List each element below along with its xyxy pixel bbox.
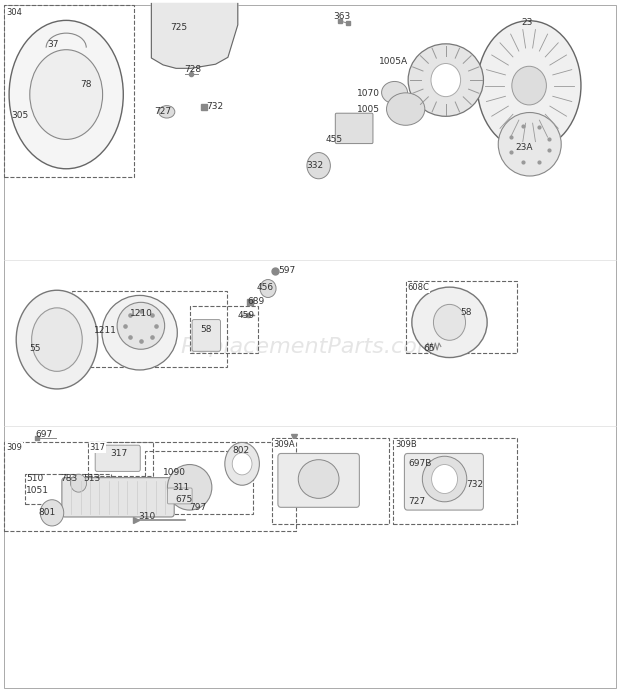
Circle shape xyxy=(431,64,461,96)
Text: 728: 728 xyxy=(184,64,202,73)
Bar xyxy=(405,281,516,353)
Ellipse shape xyxy=(30,50,103,139)
FancyBboxPatch shape xyxy=(62,477,174,517)
Bar xyxy=(88,441,153,476)
Text: 23: 23 xyxy=(521,17,533,26)
Text: 309: 309 xyxy=(6,443,22,452)
Text: 783: 783 xyxy=(61,474,78,483)
Text: 1005A: 1005A xyxy=(379,57,408,66)
Text: 1090: 1090 xyxy=(162,468,185,477)
Ellipse shape xyxy=(225,442,259,485)
Text: 1005: 1005 xyxy=(357,105,380,114)
Ellipse shape xyxy=(117,302,165,349)
Ellipse shape xyxy=(102,295,177,370)
Ellipse shape xyxy=(381,82,407,103)
Circle shape xyxy=(307,152,330,179)
Text: 305: 305 xyxy=(11,111,29,120)
Ellipse shape xyxy=(412,287,487,358)
Bar xyxy=(190,306,257,353)
Text: 801: 801 xyxy=(38,509,56,518)
Ellipse shape xyxy=(498,112,561,176)
Text: 65: 65 xyxy=(423,344,435,353)
Ellipse shape xyxy=(477,21,581,150)
Text: 456: 456 xyxy=(256,283,273,292)
Circle shape xyxy=(432,464,458,493)
Ellipse shape xyxy=(167,464,212,510)
Circle shape xyxy=(40,500,64,526)
FancyBboxPatch shape xyxy=(404,453,484,510)
Text: 1211: 1211 xyxy=(94,326,117,335)
Text: 725: 725 xyxy=(170,23,188,32)
Text: 455: 455 xyxy=(326,135,343,144)
Circle shape xyxy=(260,279,276,297)
Text: 675: 675 xyxy=(175,495,193,505)
Bar xyxy=(25,474,111,504)
Text: 78: 78 xyxy=(81,80,92,89)
Text: 689: 689 xyxy=(247,297,264,306)
Text: 597: 597 xyxy=(278,266,296,275)
Text: 732: 732 xyxy=(206,103,223,112)
Bar xyxy=(73,291,227,367)
FancyBboxPatch shape xyxy=(95,445,140,471)
Text: 310: 310 xyxy=(138,513,156,522)
Bar xyxy=(4,441,296,531)
Text: 317: 317 xyxy=(110,449,127,458)
FancyBboxPatch shape xyxy=(335,113,373,143)
FancyBboxPatch shape xyxy=(192,319,221,351)
Bar xyxy=(393,437,516,524)
Text: 1070: 1070 xyxy=(357,89,380,98)
Ellipse shape xyxy=(408,44,484,116)
Text: ReplacementParts.com: ReplacementParts.com xyxy=(181,337,439,356)
Ellipse shape xyxy=(9,20,123,169)
Text: 732: 732 xyxy=(466,480,483,489)
Text: 317: 317 xyxy=(90,443,105,452)
Text: 797: 797 xyxy=(189,503,206,512)
Text: 697: 697 xyxy=(35,430,53,439)
Text: 510: 510 xyxy=(26,474,43,483)
Text: 697B: 697B xyxy=(408,459,432,468)
Text: 608C: 608C xyxy=(407,283,430,292)
FancyBboxPatch shape xyxy=(278,453,360,507)
Text: 309A: 309A xyxy=(273,439,295,448)
Polygon shape xyxy=(151,3,238,69)
Text: 55: 55 xyxy=(29,344,41,353)
Circle shape xyxy=(512,67,546,105)
Ellipse shape xyxy=(386,93,425,125)
Text: 1051: 1051 xyxy=(26,486,49,495)
Bar xyxy=(145,451,253,514)
FancyBboxPatch shape xyxy=(167,488,192,504)
Text: 727: 727 xyxy=(408,497,425,506)
Circle shape xyxy=(433,304,466,340)
Text: 37: 37 xyxy=(48,40,59,49)
Text: 727: 727 xyxy=(154,107,172,116)
Text: 311: 311 xyxy=(172,483,190,492)
Bar xyxy=(272,437,389,524)
Text: 23A: 23A xyxy=(515,143,533,152)
Text: 58: 58 xyxy=(200,326,211,335)
Ellipse shape xyxy=(16,290,98,389)
Circle shape xyxy=(71,474,87,492)
Text: 304: 304 xyxy=(6,8,22,17)
Ellipse shape xyxy=(422,456,467,502)
Circle shape xyxy=(232,453,252,475)
Text: 513: 513 xyxy=(83,474,100,483)
Text: 1210: 1210 xyxy=(130,309,153,318)
Ellipse shape xyxy=(32,308,82,371)
Text: 58: 58 xyxy=(460,308,471,317)
Text: 332: 332 xyxy=(306,161,324,170)
Text: 802: 802 xyxy=(232,446,249,455)
Ellipse shape xyxy=(298,459,339,498)
Ellipse shape xyxy=(159,105,175,118)
Text: 459: 459 xyxy=(238,311,255,320)
Text: 363: 363 xyxy=(334,12,351,21)
Text: 309B: 309B xyxy=(395,439,417,448)
Bar xyxy=(4,5,134,177)
